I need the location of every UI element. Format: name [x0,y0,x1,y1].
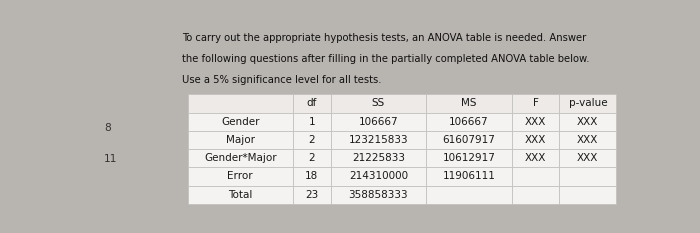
Bar [330,113,426,131]
Text: 358858333: 358858333 [349,190,408,200]
Text: SS: SS [372,99,385,109]
Text: 214310000: 214310000 [349,171,408,182]
Text: 11906111: 11906111 [442,171,496,182]
Text: MS: MS [461,99,477,109]
Bar [293,94,330,113]
Bar [559,113,617,131]
Text: p-value: p-value [568,99,607,109]
Bar [293,185,330,204]
Text: Gender: Gender [221,117,260,127]
Bar [512,94,559,113]
Bar [512,167,559,185]
Bar [426,94,512,113]
Bar [512,149,559,167]
Text: Major: Major [225,135,255,145]
Bar [559,185,617,204]
Text: 18: 18 [305,171,318,182]
Bar [512,113,559,131]
Text: XXX: XXX [578,153,598,163]
Text: F: F [533,99,538,109]
Text: 2: 2 [309,153,315,163]
Bar [330,94,426,113]
Text: 2: 2 [309,135,315,145]
Bar [293,131,330,149]
Bar [559,167,617,185]
Bar [330,131,426,149]
Text: 11: 11 [104,154,118,164]
Bar [426,167,512,185]
Text: XXX: XXX [578,117,598,127]
Bar [330,167,426,185]
Bar [512,131,559,149]
Bar [559,131,617,149]
Text: 123215833: 123215833 [349,135,408,145]
Text: 1: 1 [309,117,315,127]
Text: 106667: 106667 [449,117,489,127]
Bar [330,149,426,167]
Text: 21225833: 21225833 [352,153,405,163]
Text: 8: 8 [104,123,111,134]
Text: XXX: XXX [578,135,598,145]
Text: the following questions after filling in the partially completed ANOVA table bel: the following questions after filling in… [183,54,590,64]
Bar [426,185,512,204]
Bar [188,94,293,113]
Bar [188,149,293,167]
Text: To carry out the appropriate hypothesis tests, an ANOVA table is needed. Answer: To carry out the appropriate hypothesis … [183,33,587,43]
Bar [188,167,293,185]
Bar [188,185,293,204]
Bar [426,113,512,131]
Bar [426,131,512,149]
Text: Total: Total [228,190,253,200]
Bar [293,113,330,131]
Text: df: df [307,99,317,109]
Text: 106667: 106667 [358,117,398,127]
Bar [293,167,330,185]
Bar [188,113,293,131]
Text: Gender*Major: Gender*Major [204,153,276,163]
Text: XXX: XXX [525,153,546,163]
Text: Use a 5% significance level for all tests.: Use a 5% significance level for all test… [183,75,382,85]
Bar [426,149,512,167]
Bar [293,149,330,167]
Text: 61607917: 61607917 [442,135,496,145]
Text: Error: Error [228,171,253,182]
Bar [330,185,426,204]
Text: 23: 23 [305,190,318,200]
Text: 10612917: 10612917 [442,153,496,163]
Bar [188,131,293,149]
Bar [512,185,559,204]
Bar [559,149,617,167]
Bar [559,94,617,113]
Text: XXX: XXX [525,135,546,145]
Text: XXX: XXX [525,117,546,127]
